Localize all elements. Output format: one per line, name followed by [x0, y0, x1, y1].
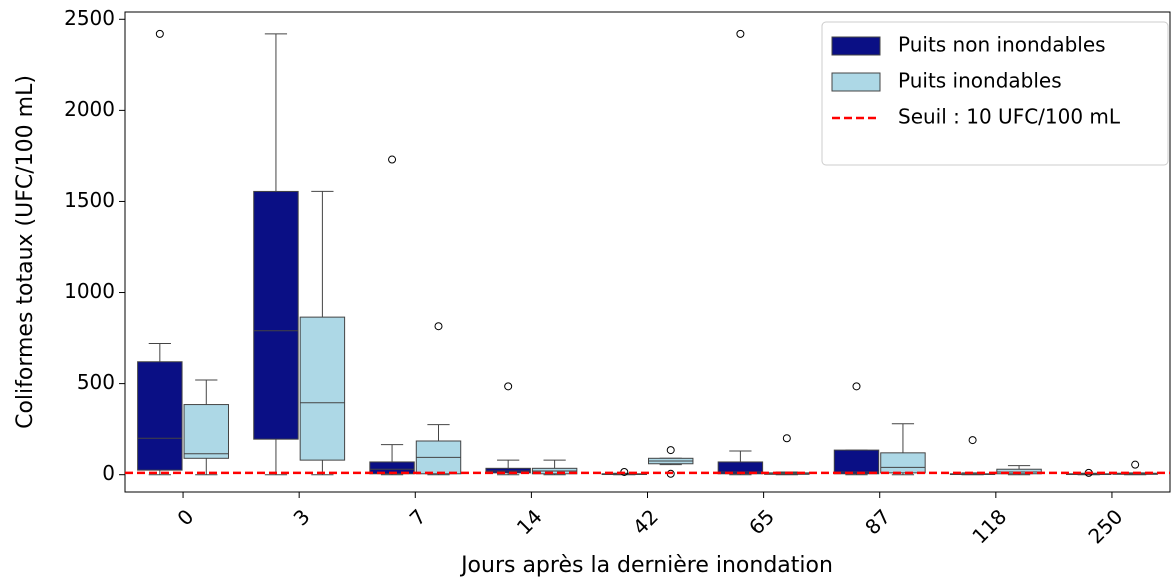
box [299, 316, 346, 461]
x-tick-label: 87 [860, 504, 895, 539]
box [833, 449, 880, 475]
x-tick-label: 118 [967, 504, 1011, 548]
outlier [434, 322, 443, 331]
x-tick-label: 14 [512, 504, 547, 539]
legend-label: Seuil : 10 UFC/100 mL [898, 105, 1121, 129]
outlier [852, 382, 861, 391]
legend-label: Puits non inondables [898, 33, 1106, 57]
outlier [736, 29, 745, 38]
x-tick-label: 65 [744, 504, 779, 539]
y-tick-label: 2000 [64, 97, 115, 121]
x-tick-label: 42 [628, 504, 663, 539]
x-tick-label: 3 [289, 504, 315, 530]
x-tick-label: 250 [1083, 504, 1127, 548]
y-tick-label: 0 [102, 461, 115, 485]
x-tick-label: 0 [173, 504, 199, 530]
legend-swatch [831, 72, 881, 92]
legend-frame [821, 21, 1169, 166]
outlier [968, 436, 977, 445]
box [253, 190, 299, 440]
x-tick-label: 7 [405, 504, 431, 530]
y-tick-label: 500 [77, 370, 115, 394]
y-tick-label: 2500 [64, 6, 115, 30]
y-tick-label: 1000 [64, 279, 115, 303]
outlier [388, 155, 397, 164]
outlier [155, 29, 164, 38]
box [880, 452, 926, 474]
box [137, 361, 183, 471]
legend-swatch [831, 36, 881, 56]
legend-label: Puits inondables [898, 69, 1062, 93]
outlier [782, 434, 791, 443]
y-tick-label: 1500 [64, 188, 115, 212]
box [183, 404, 229, 459]
y-axis-label: Coliformes totaux (UFC/100 mL) [13, 75, 38, 429]
x-axis-label: Jours après la dernière inondation [459, 553, 833, 578]
outlier [666, 446, 675, 455]
outlier [1131, 460, 1140, 469]
outlier [504, 382, 513, 391]
